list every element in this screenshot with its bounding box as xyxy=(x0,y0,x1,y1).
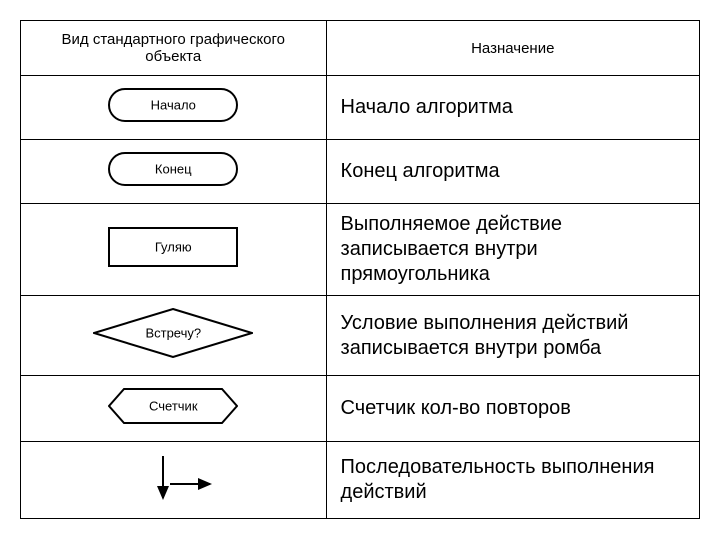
flowchart-symbols-table: Вид стандартного графического объекта На… xyxy=(20,20,700,519)
shape-cell-terminator-start: Начало xyxy=(21,76,327,140)
table-row: Начало Начало алгоритма xyxy=(21,76,700,140)
desc-cell: Выполняемое действие записывается внутри… xyxy=(326,204,699,296)
flowline-icon xyxy=(128,454,218,506)
shape-cell-flowline xyxy=(21,442,327,519)
shape-label: Начало xyxy=(151,98,196,113)
header-purpose: Назначение xyxy=(326,21,699,76)
desc-cell: Конец алгоритма xyxy=(326,140,699,204)
desc-cell: Счетчик кол-во повторов xyxy=(326,376,699,442)
table-row: Гуляю Выполняемое действие записывается … xyxy=(21,204,700,296)
desc-cell: Последовательность выполнения действий xyxy=(326,442,699,519)
shape-label: Счетчик xyxy=(149,399,198,414)
shape-cell-terminator-end: Конец xyxy=(21,140,327,204)
shape-label: Гуляю xyxy=(155,240,192,255)
shape-label: Встречу? xyxy=(145,326,201,341)
table-row: Конец Конец алгоритма xyxy=(21,140,700,204)
table-row: Встречу? Условие выполнения действий зап… xyxy=(21,296,700,376)
table-row: Последовательность выполнения действий xyxy=(21,442,700,519)
shape-cell-decision: Встречу? xyxy=(21,296,327,376)
shape-label: Конец xyxy=(155,162,192,177)
desc-cell: Начало алгоритма xyxy=(326,76,699,140)
header-shape: Вид стандартного графического объекта xyxy=(21,21,327,76)
shape-cell-preparation: Счетчик xyxy=(21,376,327,442)
desc-cell: Условие выполнения действий записывается… xyxy=(326,296,699,376)
shape-cell-process: Гуляю xyxy=(21,204,327,296)
table-row: Счетчик Счетчик кол-во повторов xyxy=(21,376,700,442)
